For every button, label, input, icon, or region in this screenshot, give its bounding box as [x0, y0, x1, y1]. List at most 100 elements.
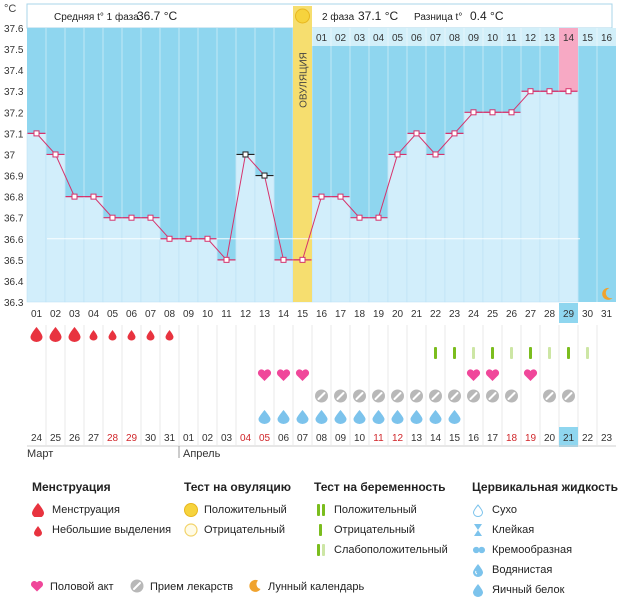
phase2-day-number: 03 — [354, 33, 366, 44]
calendar-date: 24 — [31, 433, 43, 444]
intercourse-heart — [295, 369, 310, 381]
ovulation-bar — [293, 6, 312, 302]
area-column — [197, 238, 218, 303]
calendar-date: 12 — [392, 433, 404, 444]
calendar-date: 15 — [449, 433, 461, 444]
phase2-label: 2 фаза — [322, 11, 355, 23]
calendar-date: 18 — [506, 433, 518, 444]
medication-pill-line — [488, 392, 497, 400]
medication-pill-line — [336, 392, 345, 400]
eggwhite-drop — [410, 410, 423, 424]
legend-item-ovulation-positive: Положительный — [184, 500, 291, 520]
legend-spotting-label: Небольшие выделения — [52, 524, 172, 536]
y-tick-label: 36.3 — [4, 298, 24, 309]
area-column — [102, 217, 123, 303]
temperature-point — [413, 130, 420, 137]
medication-pill-line — [431, 392, 440, 400]
area-column — [520, 90, 541, 303]
phase2-day-number: 06 — [411, 33, 423, 44]
area-column — [539, 90, 560, 303]
legend-item-dry: Сухо — [472, 500, 618, 520]
legend-menstruation: Менструация Менструация Небольшие выделе… — [32, 480, 171, 540]
calendar-date: 02 — [202, 433, 214, 444]
phase2-day-number: 16 — [601, 33, 613, 44]
menstruation-drop — [127, 330, 136, 341]
x-tick-label: 20 — [392, 309, 404, 320]
x-tick-label: 04 — [88, 309, 100, 320]
medication-pill-line — [393, 392, 402, 400]
header-box — [26, 3, 613, 29]
temperature-point — [470, 109, 477, 116]
intercourse-heart — [485, 369, 500, 381]
calendar-date: 04 — [240, 433, 252, 444]
legend-watery-label: Водянистая — [492, 564, 553, 576]
temperature-point — [394, 151, 401, 158]
phase2-day-number: 08 — [449, 33, 461, 44]
weak-bars-icon — [317, 544, 325, 556]
phase2-day-number: 04 — [373, 33, 385, 44]
eggwhite-drop — [277, 410, 290, 424]
area-column — [425, 154, 446, 303]
area-column — [273, 259, 294, 303]
area-column — [159, 238, 180, 303]
legend-eggwhite-label: Яичный белок — [492, 584, 565, 596]
menstruation-drop — [49, 327, 62, 342]
area-column — [368, 217, 389, 303]
menstruation-drop — [30, 327, 43, 342]
x-tick-label: 10 — [202, 309, 214, 320]
temperature-point — [109, 214, 116, 221]
legend-dry-label: Сухо — [492, 504, 517, 516]
diff-label: Разница t° — [414, 12, 462, 23]
temperature-point — [166, 235, 173, 242]
calendar-date: 16 — [468, 433, 480, 444]
x-tick-label: 08 — [164, 309, 176, 320]
calendar-date: 08 — [316, 433, 328, 444]
y-tick-label: 37.2 — [4, 108, 24, 119]
menstruation-drop — [68, 327, 81, 342]
area-column — [235, 154, 256, 303]
eggwhite-drop-icon — [473, 584, 483, 597]
menstruation-drop — [146, 330, 155, 341]
temperature-point — [52, 151, 59, 158]
small-drop-icon — [34, 526, 42, 537]
two-bars-icon — [317, 504, 325, 516]
month-label-april: Апрель — [183, 448, 221, 460]
legend-item-ovulation-negative: Отрицательный — [184, 520, 291, 540]
intercourse-heart — [466, 369, 481, 381]
big-drop-icon — [32, 503, 44, 517]
area-column — [406, 133, 427, 303]
legend-ovulation-positive-label: Положительный — [204, 504, 287, 516]
temperature-point — [299, 256, 306, 263]
calendar-date: 25 — [50, 433, 62, 444]
cervical-bar — [510, 347, 513, 359]
calendar-date: 29 — [126, 433, 138, 444]
area-column — [216, 259, 237, 303]
legend-pregnancy-test: Тест на беременность Положительный Отриц… — [314, 480, 448, 560]
x-tick-label: 23 — [449, 309, 461, 320]
x-tick-label: 22 — [430, 309, 442, 320]
circle-negative-icon — [184, 523, 198, 537]
temperature-point — [261, 172, 268, 179]
x-tick-label: 17 — [335, 309, 347, 320]
cervical-bar — [567, 347, 570, 359]
legend-creamy-label: Кремообразная — [492, 544, 573, 556]
calendar-date: 07 — [297, 433, 309, 444]
calendar-date: 01 — [183, 433, 195, 444]
temperature-point — [33, 130, 40, 137]
intercourse-heart — [257, 369, 272, 381]
legend-ovulation-test: Тест на овуляцию Положительный Отрицател… — [184, 480, 291, 540]
y-tick-label: 36.6 — [4, 235, 24, 246]
legend-item-spotting: Небольшие выделения — [32, 520, 171, 540]
cervical-bar — [472, 347, 475, 359]
x-tick-label: 02 — [50, 309, 62, 320]
medication-pill-line — [412, 392, 421, 400]
temperature-point — [128, 214, 135, 221]
x-tick-label: 14 — [278, 309, 290, 320]
temperature-point — [508, 109, 515, 116]
x-tick-label: 01 — [31, 309, 43, 320]
ovulation-sun-icon — [295, 8, 310, 24]
x-tick-label: 27 — [525, 309, 537, 320]
legend-pregnancy-test-title: Тест на беременность — [314, 480, 446, 494]
calendar-date: 05 — [259, 433, 271, 444]
